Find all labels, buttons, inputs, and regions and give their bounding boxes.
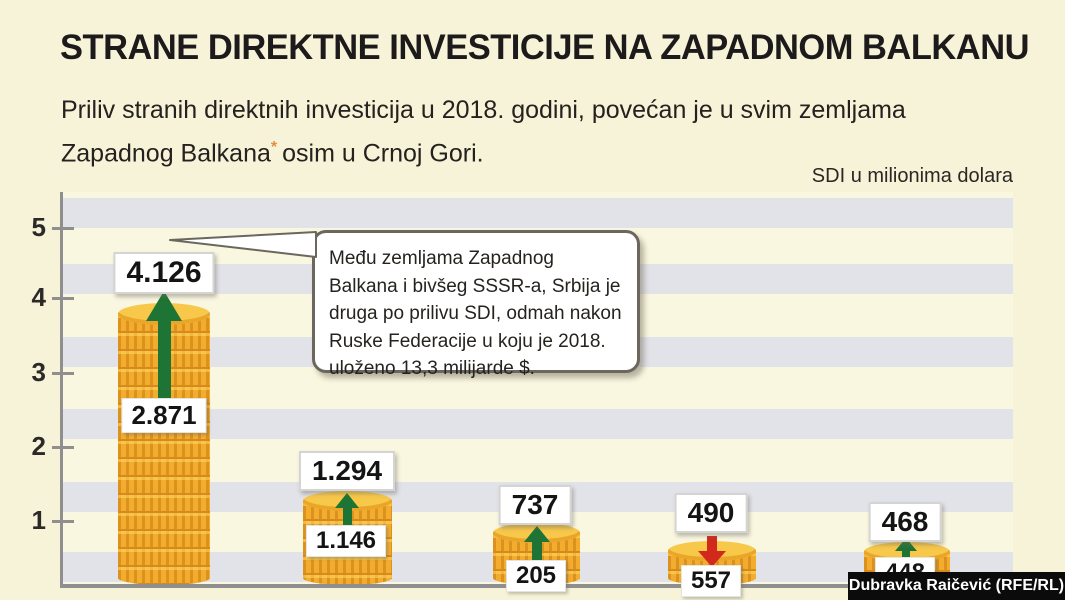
value-2018-label: 737 [498,485,572,525]
up-arrow-icon [335,493,359,529]
coin-stack-bar-1 [118,303,210,585]
subtitle-line2-post: osim u Crnoj Gori. [282,139,484,168]
value-2018-label: 490 [674,493,748,533]
value-prev-label: 2.871 [121,398,207,433]
y-axis-line [60,192,63,588]
subtitle-line1: Priliv stranih direktnih investicija u 2… [61,96,906,124]
arrow-head [698,551,726,567]
value-2018-label: 4.126 [113,252,215,294]
value-2018-label: 468 [868,502,942,542]
y-axis-tick-label-2: 2 [31,431,46,461]
up-arrow-icon [524,526,550,564]
unit-label: SDI u milionima dolara [811,165,1013,187]
coin-stack-body [118,313,210,585]
page-title: STRANE DIREKTNE INVESTICIJE NA ZAPADNOM … [60,28,1030,67]
y-axis-tick-label-1: 1 [31,505,46,535]
footnote-asterisk: * [270,139,278,156]
y-axis-tick [52,297,74,300]
callout-box: Među zemljama Zapadnog Balkana i bivšeg … [312,230,640,379]
y-axis-tick [52,446,74,449]
subtitle: Priliv stranih direktnih investicija u 2… [61,92,1021,172]
arrow-shaft [532,540,542,563]
y-axis-tick-label-4: 4 [31,282,46,312]
value-prev-label: 1.146 [305,525,387,557]
callout-text: Među zemljama Zapadnog Balkana i bivšeg … [329,248,622,379]
arrow-shaft [707,536,717,552]
y-axis-tick [52,372,74,375]
arrow-shaft [158,319,171,399]
value-prev-label: 557 [680,565,742,597]
y-axis-tick-label-5: 5 [31,212,46,242]
y-axis-tick [52,227,74,230]
arrow-head [335,493,359,508]
y-axis-tick-label-3: 3 [31,357,46,387]
y-axis-tick [52,520,74,523]
arrow-head [524,526,550,542]
subtitle-line2-pre: Zapadnog Balkana [61,139,271,168]
arrow-head [146,291,182,321]
callout-tail [169,231,317,258]
grid-stripe [63,198,1013,228]
grid-stripe [63,409,1013,439]
up-arrow-icon [146,291,182,399]
arrow-shaft [343,506,352,527]
value-prev-label: 205 [505,560,567,592]
credit-badge: Dubravka Raičević (RFE/RL) [848,572,1065,600]
down-arrow-icon [698,536,726,567]
value-2018-label: 1.294 [298,451,396,491]
